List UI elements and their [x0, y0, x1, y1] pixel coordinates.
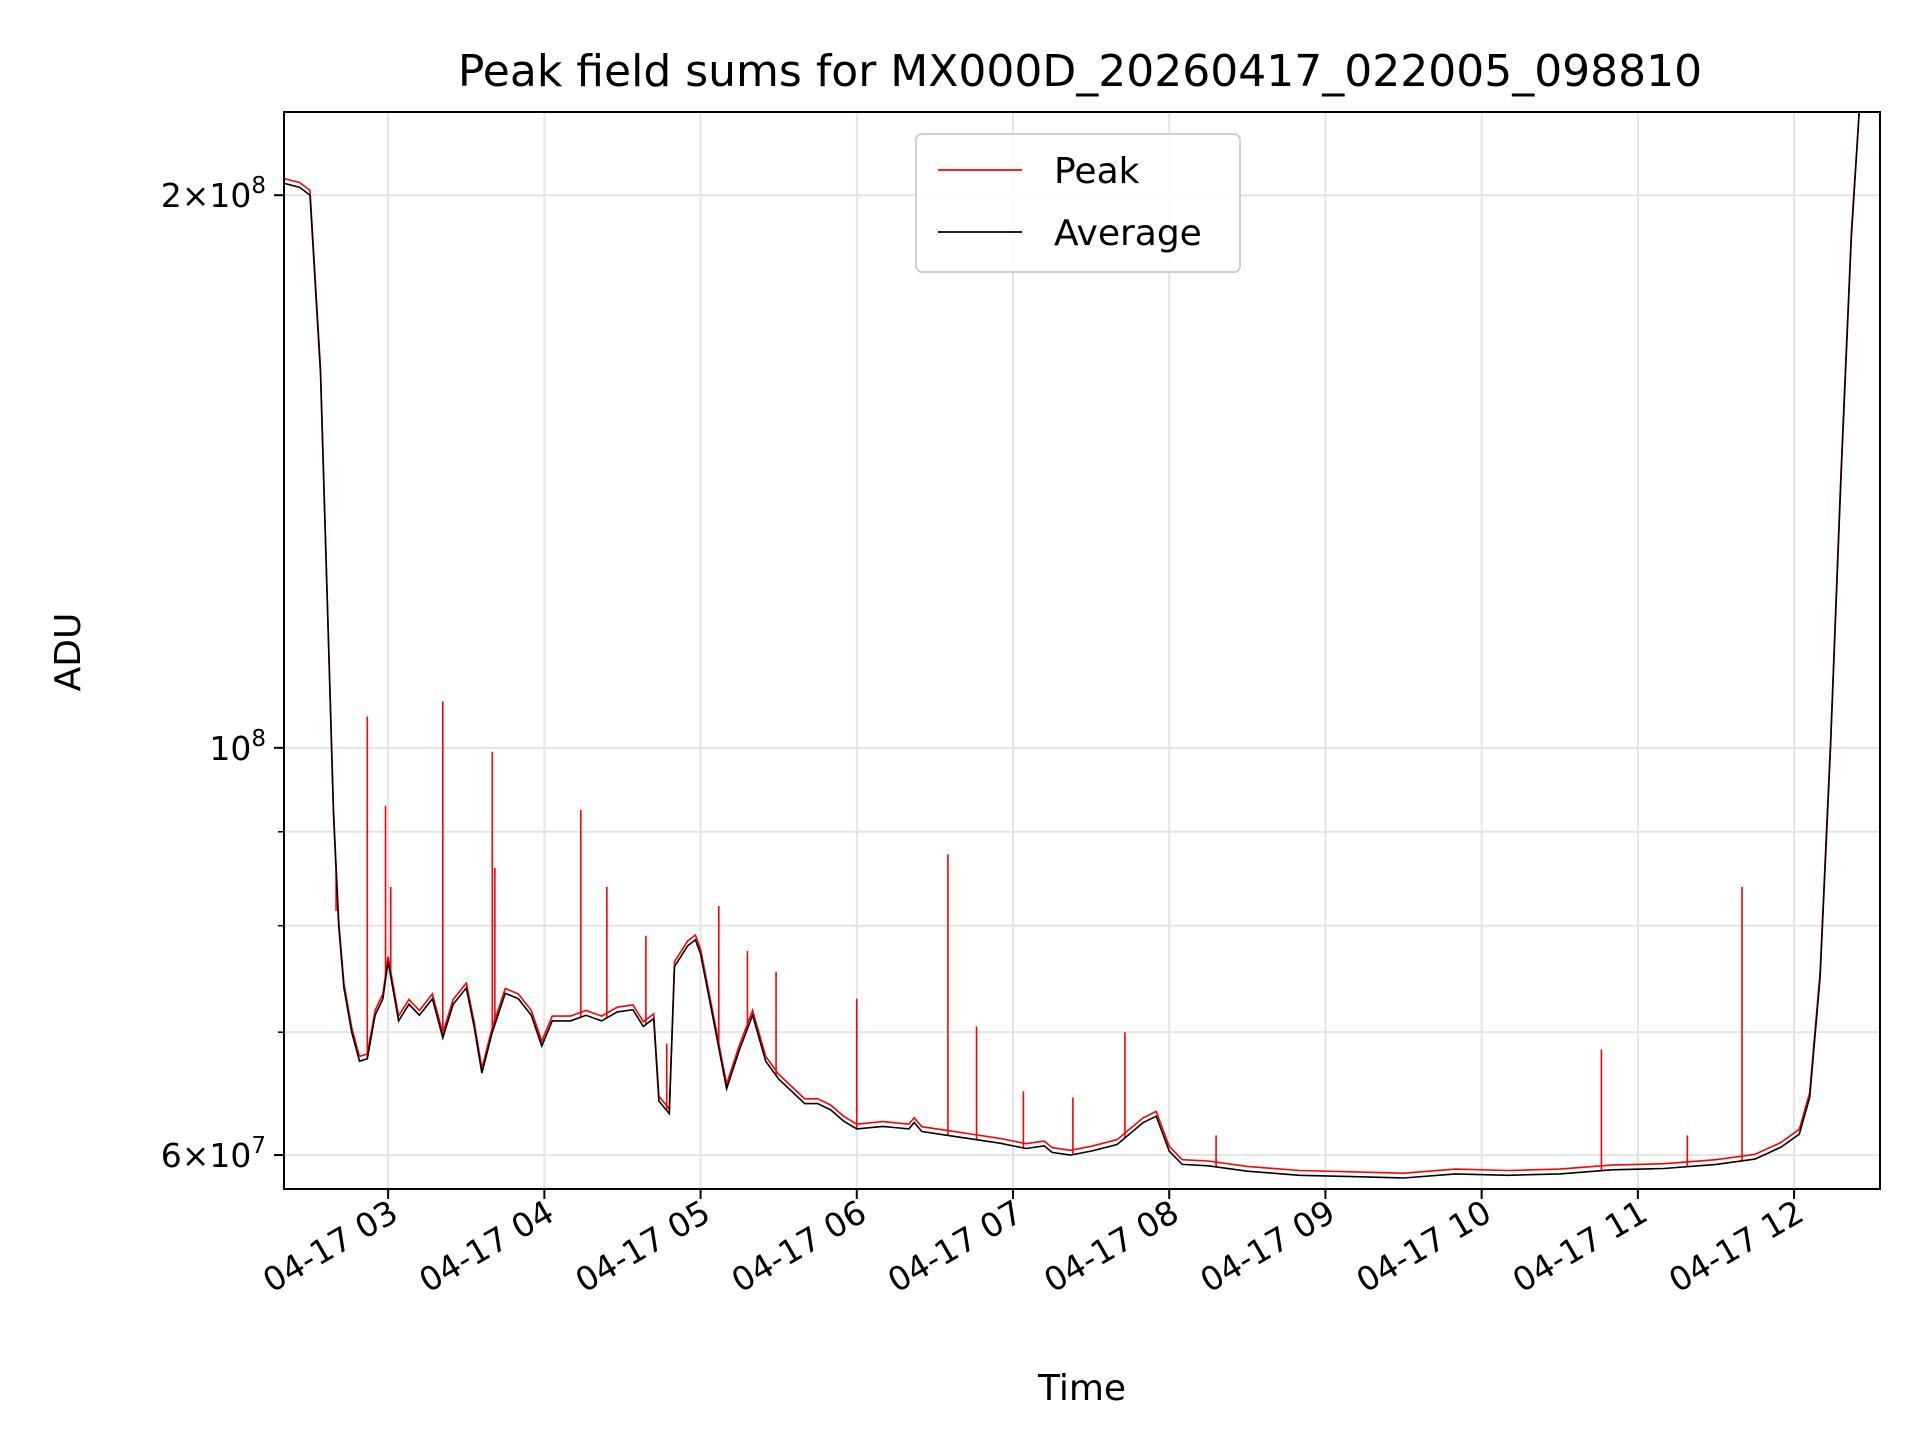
legend: Peak Average — [915, 133, 1241, 273]
legend-box — [915, 133, 1241, 273]
peak-series-line — [283, 111, 1860, 1175]
chart-title: Peak field sums for MX000D_20260417_0220… — [458, 46, 1702, 97]
y-axis-title: ADU — [48, 613, 89, 692]
legend-label: Peak — [1054, 151, 1140, 192]
legend-label: Average — [1054, 213, 1202, 254]
y-tick-base: 10 — [209, 729, 251, 768]
y-tick-label: 2×108 — [161, 173, 266, 215]
y-tick-label: 108 — [209, 726, 266, 768]
y-tick-base: 2×10 — [161, 176, 252, 215]
y-tick-exponent: 7 — [251, 1133, 266, 1159]
grid — [284, 112, 1880, 1189]
y-tick-label: 6×107 — [161, 1133, 266, 1175]
y-tick-exponent: 8 — [251, 726, 266, 752]
y-tick-exponent: 8 — [251, 173, 266, 199]
series-layer — [283, 111, 1860, 1179]
plot-frame — [283, 111, 1881, 1190]
x-axis-title: Time — [1037, 1368, 1126, 1409]
y-tick-base: 6×10 — [161, 1136, 252, 1175]
average-series-line — [283, 111, 1860, 1179]
